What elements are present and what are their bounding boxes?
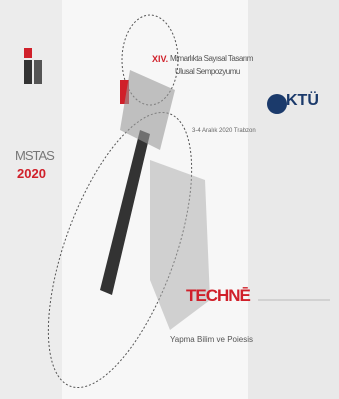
theme-title: TECHNĒ xyxy=(186,286,251,305)
logo-text: KTÜ xyxy=(286,92,319,109)
left-title: MSTAS xyxy=(15,148,55,163)
title-line: Ulusal Sempozyumu xyxy=(175,67,240,76)
left-panel xyxy=(0,0,62,399)
red-accent xyxy=(120,80,129,104)
theme-subtitle: Yapma Bilim ve Poiesis xyxy=(170,335,253,344)
dashed-orbit xyxy=(121,14,179,106)
figure-arm xyxy=(100,130,150,295)
left-year: 2020 xyxy=(17,166,46,181)
red-square xyxy=(24,48,32,58)
edition: XIV. xyxy=(152,54,169,64)
dark-square xyxy=(34,60,42,84)
logo-mark xyxy=(267,94,287,114)
title-line: Mimarlıkta Sayısal Tasarım xyxy=(170,54,253,63)
figure-body xyxy=(120,70,175,150)
figure-leg xyxy=(150,160,210,330)
date: 3-4 Aralık 2020 Trabzon xyxy=(192,128,256,134)
dark-square xyxy=(24,60,32,84)
right-panel xyxy=(248,0,339,399)
